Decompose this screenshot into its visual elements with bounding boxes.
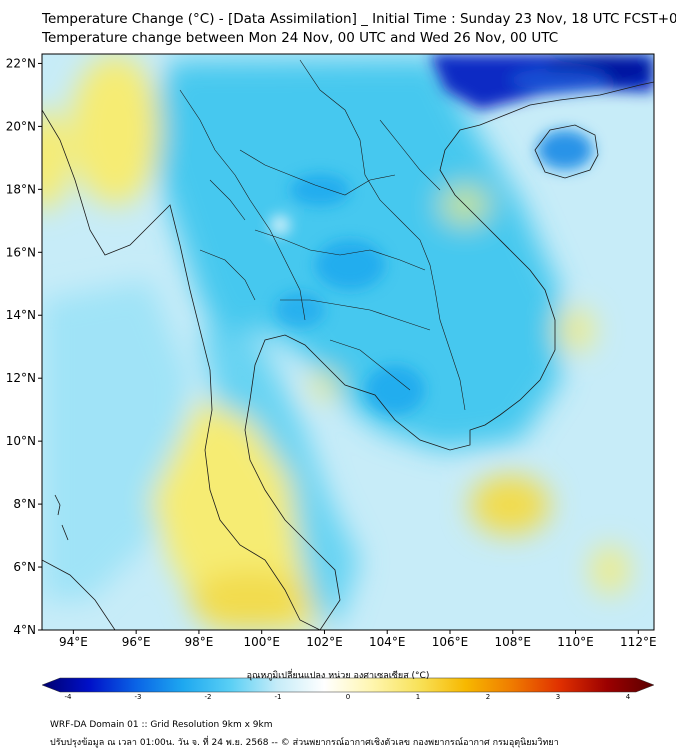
field-layer [42, 54, 654, 630]
temperature-change-map: 22°N 20°N 18°N 16°N 14°N 12°N 10°N 8°N 6°N 4°N 94… [6, 53, 657, 693]
coastline-layer [42, 59, 654, 630]
lon-label: 94°E [59, 635, 88, 649]
latitude-axis: 22°N 20°N 18°N 16°N 14°N 12°N 10°N 8°N 6°N 4°N [6, 56, 42, 637]
lat-label: 14°N [6, 308, 36, 322]
colorbar-tick-label: 1 [415, 693, 421, 701]
warm-south [190, 570, 310, 630]
mainland-coast [42, 81, 654, 630]
longitude-axis: 94°E 96°E 98°E 100°E 102°E 104°E 106°E 108°E 110… [59, 630, 657, 649]
colorbar-title: อุณหภูมิเปลี่ยนแปลง หน่วย องศาเซลเซียส (… [246, 671, 430, 681]
warm-peninsula [150, 400, 320, 630]
warm-gulf [310, 370, 340, 400]
warm-northwest [70, 55, 160, 205]
sumatra-coast [42, 559, 116, 630]
colorbar-tick-label: 2 [485, 693, 491, 701]
colorbar-tick-label: -1 [274, 693, 282, 701]
lat-label: 10°N [6, 434, 36, 448]
colorbar-tick-label: 4 [625, 693, 631, 701]
footer-credit: ปรับปรุงข้อมูล ณ เวลา 01:00น. วัน จ. ที่… [50, 738, 559, 748]
map-frame [41, 53, 655, 631]
warm-vietnam-coast [555, 308, 595, 352]
map-subtitle: Temperature change between Mon 24 Nov, 0… [42, 30, 559, 46]
warm-far-west [42, 110, 70, 210]
lat-label: 22°N [6, 56, 36, 70]
colorbar-tick-label: 3 [555, 693, 561, 701]
pale-spot [270, 215, 290, 235]
lat-label: 16°N [6, 245, 36, 259]
lon-label: 110°E [557, 635, 594, 649]
lon-label: 106°E [432, 635, 469, 649]
internal-borders [179, 59, 466, 411]
colorbar-tick-label: -3 [134, 693, 142, 701]
cool-core-north [290, 174, 350, 206]
colorbar-tick-label: -2 [204, 693, 212, 701]
lon-label: 100°E [243, 635, 280, 649]
warm-east-sea [590, 545, 630, 595]
map-title: Temperature Change (°C) - [Data Assimila… [42, 11, 676, 27]
hainan-island [534, 124, 599, 179]
west-pale-field [42, 280, 190, 600]
lat-label: 4°N [13, 623, 36, 637]
cool-core-hainan [537, 130, 593, 170]
lon-label: 96°E [122, 635, 151, 649]
lat-label: 12°N [6, 371, 36, 385]
lon-label: 108°E [495, 635, 532, 649]
footer-model-info: WRF-DA Domain 01 :: Grid Resolution 9km … [50, 720, 273, 730]
andaman-islands [54, 494, 69, 541]
cool-core-west [275, 292, 325, 328]
lon-label: 104°E [369, 635, 406, 649]
lon-label: 112°E [620, 635, 657, 649]
colorbar [41, 677, 655, 693]
colorbar-tick-label: 0 [345, 693, 351, 701]
cool-core-south [365, 365, 425, 415]
lat-label: 8°N [13, 497, 36, 511]
lat-label: 20°N [6, 119, 36, 133]
lat-label: 18°N [6, 182, 36, 196]
cold-edge-northeast [510, 68, 610, 92]
colorbar-tick-label: -4 [64, 693, 72, 701]
warm-southeast-sea [470, 475, 550, 535]
lon-label: 98°E [184, 635, 213, 649]
cool-core-central [315, 240, 385, 290]
lon-label: 102°E [306, 635, 343, 649]
lat-label: 6°N [13, 560, 36, 574]
